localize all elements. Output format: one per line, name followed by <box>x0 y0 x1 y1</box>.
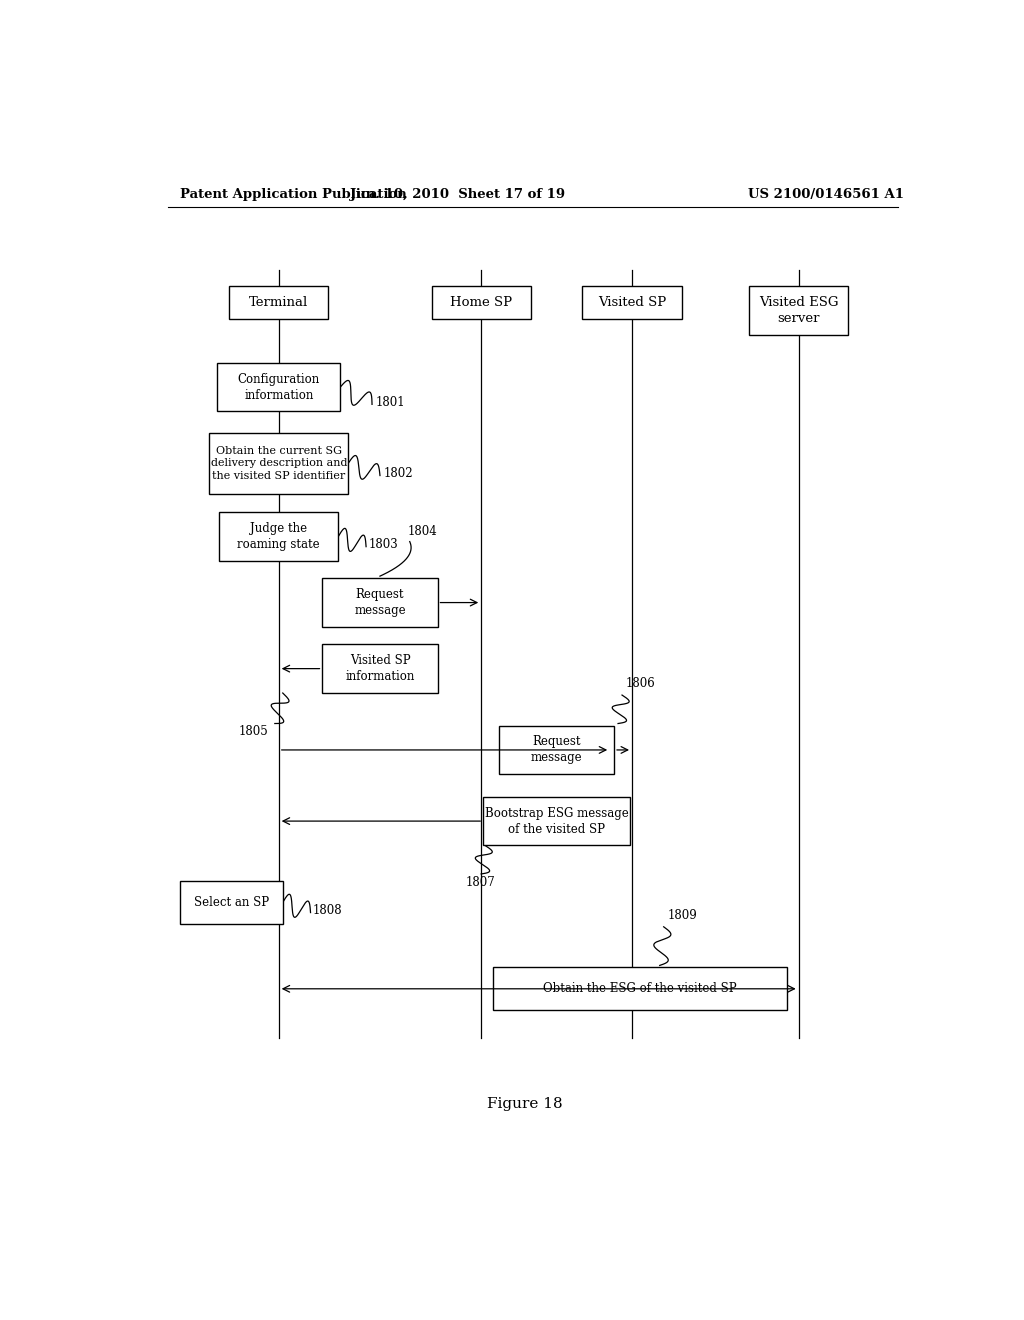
Text: 1807: 1807 <box>465 875 495 888</box>
FancyBboxPatch shape <box>499 726 614 775</box>
Text: Configuration
information: Configuration information <box>238 372 319 401</box>
Text: Jun. 10, 2010  Sheet 17 of 19: Jun. 10, 2010 Sheet 17 of 19 <box>350 189 565 202</box>
Text: Request
message: Request message <box>354 589 406 616</box>
Text: Home SP: Home SP <box>451 296 512 309</box>
Text: 1805: 1805 <box>240 725 269 738</box>
Text: Patent Application Publication: Patent Application Publication <box>179 189 407 202</box>
Text: Judge the
roaming state: Judge the roaming state <box>238 521 321 550</box>
FancyBboxPatch shape <box>483 797 630 846</box>
Text: Terminal: Terminal <box>249 296 308 309</box>
Text: US 2100/0146561 A1: US 2100/0146561 A1 <box>749 189 904 202</box>
Text: 1806: 1806 <box>626 677 655 690</box>
FancyBboxPatch shape <box>749 286 848 335</box>
FancyBboxPatch shape <box>431 286 530 319</box>
Text: Visited SP: Visited SP <box>598 296 666 309</box>
Text: 1803: 1803 <box>369 539 398 552</box>
Text: 1808: 1808 <box>313 904 343 917</box>
FancyBboxPatch shape <box>209 433 348 494</box>
FancyBboxPatch shape <box>323 578 437 627</box>
Text: 1802: 1802 <box>384 467 414 480</box>
Text: 1809: 1809 <box>668 908 697 921</box>
Text: 1801: 1801 <box>376 396 406 409</box>
FancyBboxPatch shape <box>217 363 340 412</box>
FancyBboxPatch shape <box>179 880 283 924</box>
Text: Obtain the ESG of the visited SP: Obtain the ESG of the visited SP <box>543 982 736 995</box>
Text: Visited ESG
server: Visited ESG server <box>759 297 839 325</box>
Text: Bootstrap ESG message
of the visited SP: Bootstrap ESG message of the visited SP <box>484 807 629 836</box>
FancyBboxPatch shape <box>494 968 786 1010</box>
Text: Request
message: Request message <box>530 735 583 764</box>
FancyBboxPatch shape <box>219 512 338 561</box>
Text: Visited SP
information: Visited SP information <box>345 655 415 684</box>
Text: Select an SP: Select an SP <box>194 896 268 909</box>
Text: Obtain the current SG
delivery description and
the visited SP identifier: Obtain the current SG delivery descripti… <box>211 446 347 480</box>
Text: Figure 18: Figure 18 <box>487 1097 562 1110</box>
Text: 1804: 1804 <box>408 524 437 537</box>
FancyBboxPatch shape <box>583 286 682 319</box>
FancyBboxPatch shape <box>229 286 329 319</box>
FancyBboxPatch shape <box>323 644 437 693</box>
